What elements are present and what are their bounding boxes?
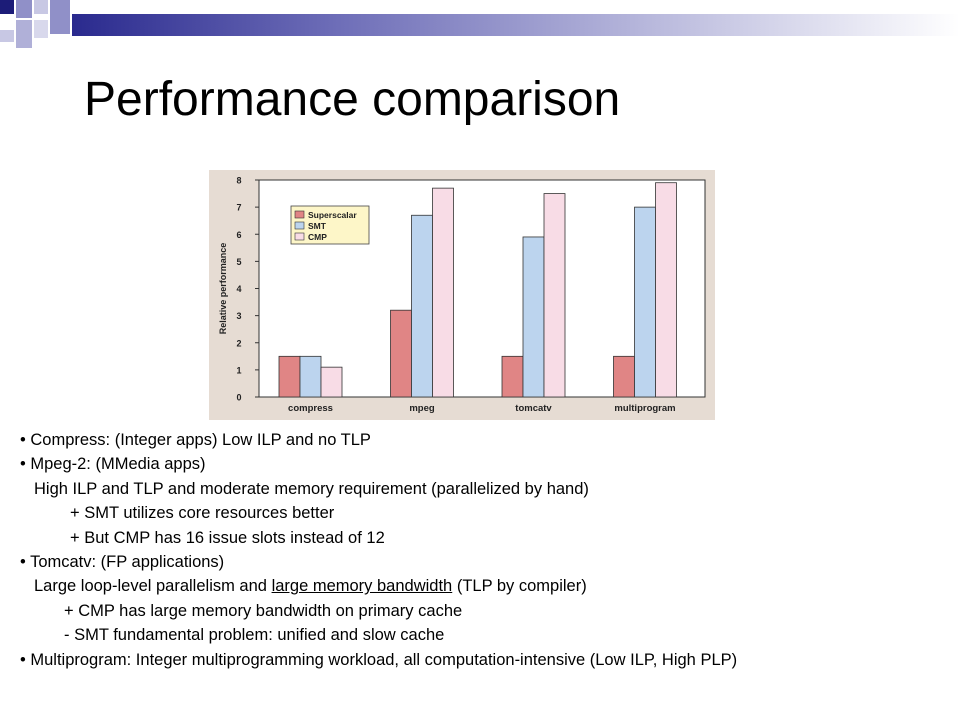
bar-superscalar-multiprogram	[613, 355, 635, 398]
bar-superscalar-tomcatv	[501, 355, 524, 398]
bar-superscalar-compress	[278, 355, 301, 398]
bar-cmp-mpeg	[432, 187, 454, 398]
deco-square-dark	[0, 0, 14, 14]
y-tick-label: 7	[236, 203, 241, 213]
bullet-text-part: Large loop-level parallelism and	[34, 577, 272, 596]
deco-square-lower-light	[34, 20, 48, 38]
deco-square-light	[34, 0, 48, 14]
legend-label: CMP	[308, 232, 327, 242]
bullet-line: • Mpeg-2: (MMedia apps)	[20, 455, 206, 474]
bar-cmp-multiprogram	[655, 182, 677, 398]
bar-cmp-compress	[320, 366, 343, 398]
bar-chart: 0 1 2 3 4 5 6 7 8 Relative performance compress mpe…	[209, 170, 715, 420]
x-tick-label: mpeg	[409, 403, 435, 414]
decorative-gradient-bar	[72, 14, 960, 36]
legend-label: Superscalar	[308, 210, 357, 220]
y-tick-label: 6	[236, 230, 241, 240]
x-tick-label: tomcatv	[515, 403, 552, 414]
legend-swatch-superscalar	[294, 210, 305, 219]
deco-square-lower	[16, 20, 32, 48]
bar-smt-compress	[299, 355, 322, 398]
underlined-phrase: large memory bandwidth	[271, 577, 453, 596]
bullet-line: High ILP and TLP and moderate memory req…	[34, 479, 589, 498]
bullet-line: + CMP has large memory bandwidth on prim…	[64, 601, 463, 620]
bar-cmp-tomcatv	[543, 193, 566, 398]
y-tick-label: 3	[236, 311, 241, 321]
x-tick-label: multiprogram	[614, 403, 675, 414]
bullet-line: + But CMP has 16 issue slots instead of …	[70, 528, 385, 547]
chart-svg: 0 1 2 3 4 5 6 7 8 Relative performance compress mpe…	[218, 176, 706, 414]
slide-title: Performance comparison	[84, 73, 621, 126]
legend-swatch-smt	[294, 221, 305, 230]
y-tick-label: 0	[236, 393, 241, 403]
y-tick-label: 1	[236, 365, 241, 375]
deco-square-tall	[50, 0, 70, 34]
deco-square-bottom	[0, 30, 14, 42]
bar-smt-multiprogram	[634, 206, 656, 398]
legend-swatch-cmp	[294, 232, 305, 241]
bullet-text-part: (TLP by compiler)	[452, 577, 587, 596]
bullet-line: + SMT utilizes core resources better	[70, 504, 335, 523]
deco-square-mid	[16, 0, 32, 18]
legend-label: SMT	[308, 221, 327, 231]
bar-smt-mpeg	[411, 214, 433, 398]
y-tick-label: 2	[236, 338, 241, 348]
y-axis-label: Relative performance	[218, 243, 228, 335]
bar-superscalar-mpeg	[390, 309, 412, 398]
bullet-line: • Multiprogram: Integer multiprogramming…	[20, 650, 738, 669]
y-tick-label: 4	[236, 284, 241, 294]
y-tick-label: 5	[236, 257, 241, 267]
bar-smt-tomcatv	[522, 236, 545, 398]
x-tick-label: compress	[288, 403, 333, 414]
bullet-list: • Compress: (Integer apps) Low ILP and n…	[20, 428, 955, 672]
y-tick-label: 8	[236, 176, 241, 186]
bullet-line: • Compress: (Integer apps) Low ILP and n…	[20, 431, 371, 449]
bullet-line: Large loop-level parallelism and large m…	[20, 574, 955, 598]
bullet-line: - SMT fundamental problem: unified and s…	[64, 626, 445, 645]
bullet-line: • Tomcatv: (FP applications)	[20, 553, 225, 572]
